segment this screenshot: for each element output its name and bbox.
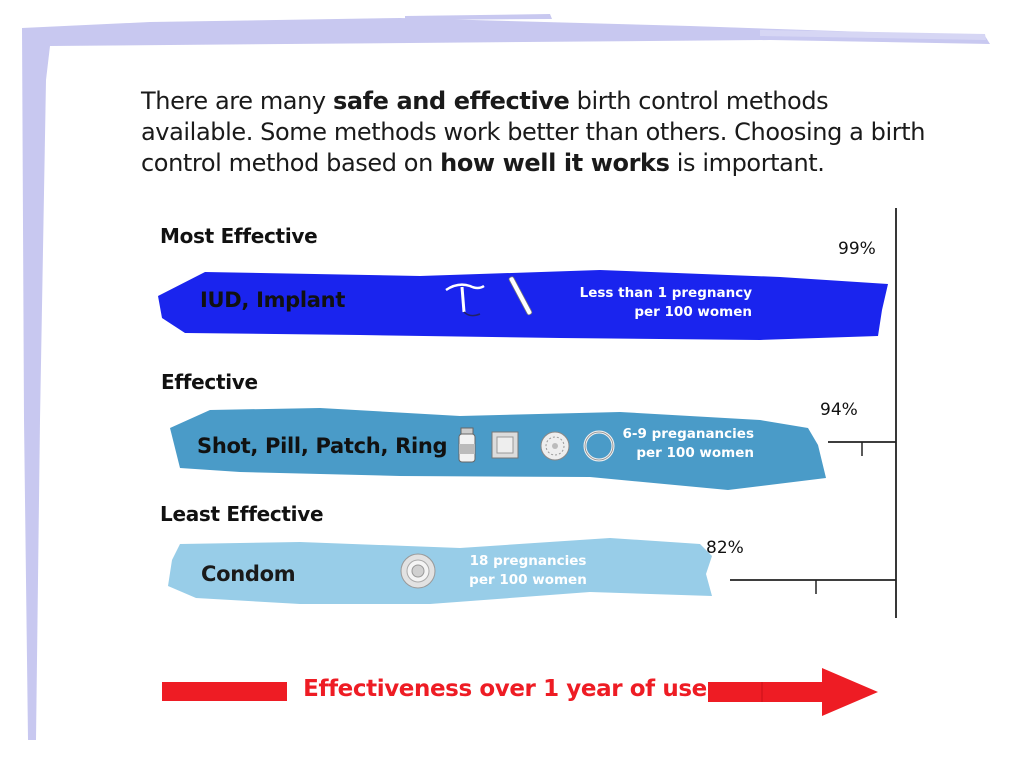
arrow-tail (162, 682, 287, 701)
rate-line: per 100 women (636, 445, 754, 461)
implant-icon (508, 276, 533, 316)
method-label-iud-implant: IUD, Implant (200, 288, 346, 312)
arrow-head (708, 668, 878, 716)
category-label-most-effective: Most Effective (160, 224, 318, 248)
intro-paragraph: There are many safe and effective birth … (141, 87, 926, 177)
rate-line: per 100 women (469, 572, 587, 588)
rate-label-condom: 18 pregnancies per 100 women (448, 552, 608, 590)
vial-icon (458, 427, 476, 463)
value-label-82: 82% (706, 538, 744, 558)
condom-icon (400, 553, 436, 589)
rate-line: Less than 1 pregnancy (579, 285, 752, 301)
iud-icon (445, 283, 485, 317)
value-label-99: 99% (838, 239, 876, 259)
value-label-94: 94% (820, 400, 858, 420)
patch-icon (491, 431, 519, 459)
x-axis-label: Effectiveness over 1 year of use (303, 676, 707, 702)
rate-line: 6-9 preganancies (622, 426, 755, 442)
rate-label-shot-pill-patch-ring: 6-9 preganancies per 100 women (574, 425, 755, 463)
rate-label-iud-implant: Less than 1 pregnancy per 100 women (552, 284, 752, 322)
method-label-condom: Condom (201, 562, 296, 586)
bar-condom (168, 538, 712, 604)
rate-line: per 100 women (634, 304, 752, 320)
pill-pack-icon (540, 431, 570, 461)
category-label-least-effective: Least Effective (160, 502, 324, 526)
rate-line: 18 pregnancies (469, 553, 587, 569)
method-label-shot-pill-patch-ring: Shot, Pill, Patch, Ring (197, 434, 448, 458)
category-label-effective: Effective (161, 370, 258, 394)
ring-icon (583, 430, 615, 462)
